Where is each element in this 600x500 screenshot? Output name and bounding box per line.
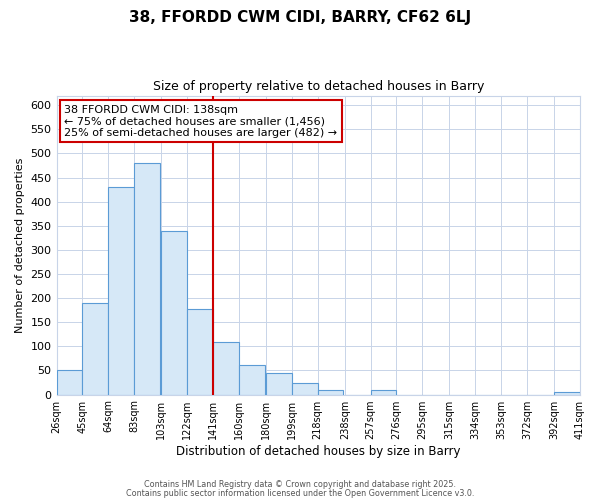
Text: 38, FFORDD CWM CIDI, BARRY, CF62 6LJ: 38, FFORDD CWM CIDI, BARRY, CF62 6LJ <box>129 10 471 25</box>
Bar <box>371 390 397 394</box>
Bar <box>317 390 343 394</box>
Y-axis label: Number of detached properties: Number of detached properties <box>15 158 25 333</box>
Text: 38 FFORDD CWM CIDI: 138sqm
← 75% of detached houses are smaller (1,456)
25% of s: 38 FFORDD CWM CIDI: 138sqm ← 75% of deta… <box>64 104 338 138</box>
Bar <box>239 364 265 394</box>
Bar <box>266 373 292 394</box>
Bar <box>161 230 187 394</box>
Bar <box>134 163 160 394</box>
Bar <box>108 187 134 394</box>
Bar <box>554 392 580 394</box>
Text: Contains public sector information licensed under the Open Government Licence v3: Contains public sector information licen… <box>126 488 474 498</box>
Bar <box>82 303 108 394</box>
X-axis label: Distribution of detached houses by size in Barry: Distribution of detached houses by size … <box>176 444 461 458</box>
Bar <box>56 370 82 394</box>
Text: Contains HM Land Registry data © Crown copyright and database right 2025.: Contains HM Land Registry data © Crown c… <box>144 480 456 489</box>
Bar <box>213 342 239 394</box>
Bar <box>292 382 317 394</box>
Bar <box>187 308 213 394</box>
Title: Size of property relative to detached houses in Barry: Size of property relative to detached ho… <box>152 80 484 93</box>
